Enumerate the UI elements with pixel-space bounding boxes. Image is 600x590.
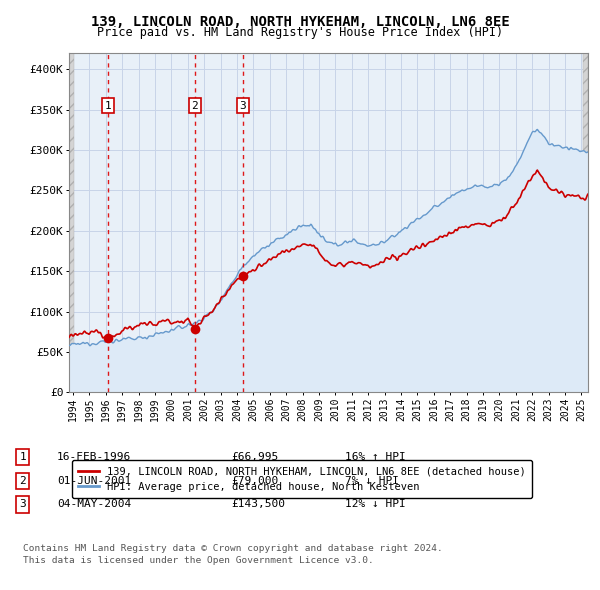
Text: 139, LINCOLN ROAD, NORTH HYKEHAM, LINCOLN, LN6 8EE: 139, LINCOLN ROAD, NORTH HYKEHAM, LINCOL… bbox=[91, 15, 509, 29]
Text: 04-MAY-2004: 04-MAY-2004 bbox=[57, 500, 131, 509]
Legend: 139, LINCOLN ROAD, NORTH HYKEHAM, LINCOLN, LN6 8EE (detached house), HPI: Averag: 139, LINCOLN ROAD, NORTH HYKEHAM, LINCOL… bbox=[71, 460, 532, 499]
Text: 2: 2 bbox=[19, 476, 26, 486]
Text: 01-JUN-2001: 01-JUN-2001 bbox=[57, 476, 131, 486]
Text: 16-FEB-1996: 16-FEB-1996 bbox=[57, 453, 131, 462]
Text: Price paid vs. HM Land Registry's House Price Index (HPI): Price paid vs. HM Land Registry's House … bbox=[97, 26, 503, 39]
Text: 1: 1 bbox=[104, 101, 111, 110]
Text: 2: 2 bbox=[191, 101, 198, 110]
Text: Contains HM Land Registry data © Crown copyright and database right 2024.: Contains HM Land Registry data © Crown c… bbox=[23, 545, 443, 553]
Text: 3: 3 bbox=[239, 101, 246, 110]
Text: 3: 3 bbox=[19, 500, 26, 509]
Text: £143,500: £143,500 bbox=[231, 500, 285, 509]
Text: 12% ↓ HPI: 12% ↓ HPI bbox=[345, 500, 406, 509]
Text: 1: 1 bbox=[19, 453, 26, 462]
Text: £79,000: £79,000 bbox=[231, 476, 278, 486]
Text: 16% ↑ HPI: 16% ↑ HPI bbox=[345, 453, 406, 462]
Bar bbox=[69, 53, 74, 392]
Text: This data is licensed under the Open Government Licence v3.0.: This data is licensed under the Open Gov… bbox=[23, 556, 374, 565]
Text: 7% ↓ HPI: 7% ↓ HPI bbox=[345, 476, 399, 486]
Text: £66,995: £66,995 bbox=[231, 453, 278, 462]
Bar bbox=[583, 53, 588, 392]
